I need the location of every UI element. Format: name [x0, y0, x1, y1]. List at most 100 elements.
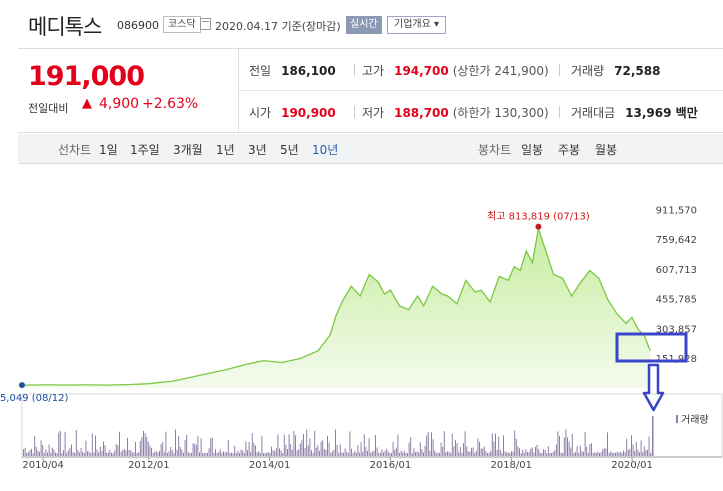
date-text: 2020.04.17 기준(장마감) [215, 20, 341, 33]
volume-bar [266, 452, 268, 456]
volume-bar [645, 450, 647, 456]
period-10y[interactable]: 10년 [312, 143, 339, 157]
volume-bar [581, 451, 583, 456]
volume-bar [176, 449, 178, 456]
candle-daily[interactable]: 일봉 [521, 143, 544, 157]
volume-bar [619, 451, 621, 456]
low-annotation: 최저 15,049 (08/12) [0, 392, 68, 404]
volume-bar [344, 448, 346, 456]
volume-bar [501, 453, 503, 456]
volume-bar [584, 432, 586, 456]
volume-bar [323, 449, 325, 456]
volume-bar [197, 436, 199, 456]
volume-bar [389, 453, 391, 456]
volume-bar [647, 449, 648, 456]
volume-label: 거래량 [681, 414, 709, 426]
current-price-box: 191,000 전일대비 ▲ 4,900 +2.63% [18, 49, 236, 132]
volume-bar [461, 452, 463, 456]
volume-bar [541, 453, 543, 456]
x-tick-label: 2018/01 [490, 460, 532, 471]
volume-bar [130, 450, 132, 456]
volume-bar [456, 443, 458, 456]
volume-bar [269, 453, 271, 456]
volume-bar [503, 435, 504, 456]
volume-bar [514, 430, 516, 456]
volume-bar [61, 452, 63, 456]
realtime-button[interactable]: 실시간 [346, 16, 382, 34]
volume-bar [149, 445, 151, 456]
volume-bar [251, 433, 253, 456]
volume-bar [221, 453, 223, 456]
volume-bar [410, 437, 412, 456]
volume-bar [367, 450, 368, 456]
volume-bar [395, 447, 397, 456]
volume-bar [437, 452, 439, 456]
volume-bar [29, 450, 31, 456]
price-chart[interactable]: 911,570 759,642 607,713 455,785 303,857 151,9… [0, 164, 723, 491]
volume-bar [194, 443, 196, 456]
volume-bar [80, 448, 82, 456]
volume-bar [207, 453, 208, 456]
stock-header: 메디톡스 086900 코스닥 2020.04.17 기준(장마감) 실시간 기… [0, 0, 723, 46]
volume-bar [162, 442, 164, 456]
volume-bar [306, 429, 308, 456]
volume-bar [384, 450, 386, 456]
volume-bar [354, 450, 356, 456]
period-1y[interactable]: 1년 [216, 143, 235, 157]
volume-bar [618, 452, 620, 456]
volume-bar [104, 445, 106, 456]
candle-monthly[interactable]: 월봉 [595, 143, 618, 157]
change-rate: +2.63% [142, 96, 199, 112]
volume-bar [487, 453, 488, 456]
volume-bar [122, 450, 124, 456]
x-tick-label: 2010/04 [22, 460, 64, 471]
volume-bar [226, 452, 228, 456]
volume-bar [66, 452, 68, 456]
company-overview-dropdown[interactable]: 기업개요 ▾ [387, 16, 446, 34]
candle-weekly[interactable]: 주봉 [558, 143, 581, 157]
volume-bar [407, 452, 408, 456]
volume-bar [47, 452, 48, 456]
volume-bar [247, 450, 248, 456]
volume-bar [290, 444, 292, 456]
y-tick-label: 303,857 [656, 324, 697, 335]
period-1d[interactable]: 1일 [99, 143, 118, 157]
period-1w[interactable]: 1주일 [130, 143, 160, 157]
volume-bar [131, 452, 133, 456]
divider [239, 90, 723, 91]
volume-bar [147, 441, 149, 456]
volume-bar [640, 440, 642, 456]
volume-bar [295, 435, 296, 456]
volume-bar [466, 446, 468, 456]
volume-bar [155, 451, 157, 456]
volume-bar [143, 430, 144, 456]
period-3m[interactable]: 3개월 [173, 143, 203, 157]
period-5y[interactable]: 5년 [280, 143, 299, 157]
volume-bar [629, 448, 631, 456]
volume-bar [615, 452, 616, 456]
y-tick-label: 911,570 [656, 205, 697, 216]
volume-bar [253, 442, 255, 456]
volume-legend-swatch [676, 415, 678, 423]
stat-prev-close: 전일 186,100 [249, 64, 336, 78]
volume-bar [119, 431, 120, 456]
volume-bar [191, 452, 192, 456]
volume-bar [301, 440, 303, 456]
volume-bar [631, 435, 632, 456]
volume-bar [448, 451, 450, 456]
volume-bar [509, 453, 511, 456]
volume-bar [96, 449, 98, 456]
volume-bar [543, 449, 544, 456]
volume-bar [565, 429, 567, 456]
volume-bar [328, 442, 330, 456]
volume-bar [450, 452, 452, 456]
volume-bar [317, 445, 319, 456]
volume-bar [490, 451, 492, 456]
period-3y[interactable]: 3년 [248, 143, 267, 157]
volume-bar [203, 453, 205, 456]
volume-bar [98, 452, 100, 456]
volume-bar [95, 435, 96, 456]
volume-bar [491, 433, 493, 456]
volume-bar [357, 444, 359, 456]
x-tick-label: 2020/01 [611, 460, 653, 471]
